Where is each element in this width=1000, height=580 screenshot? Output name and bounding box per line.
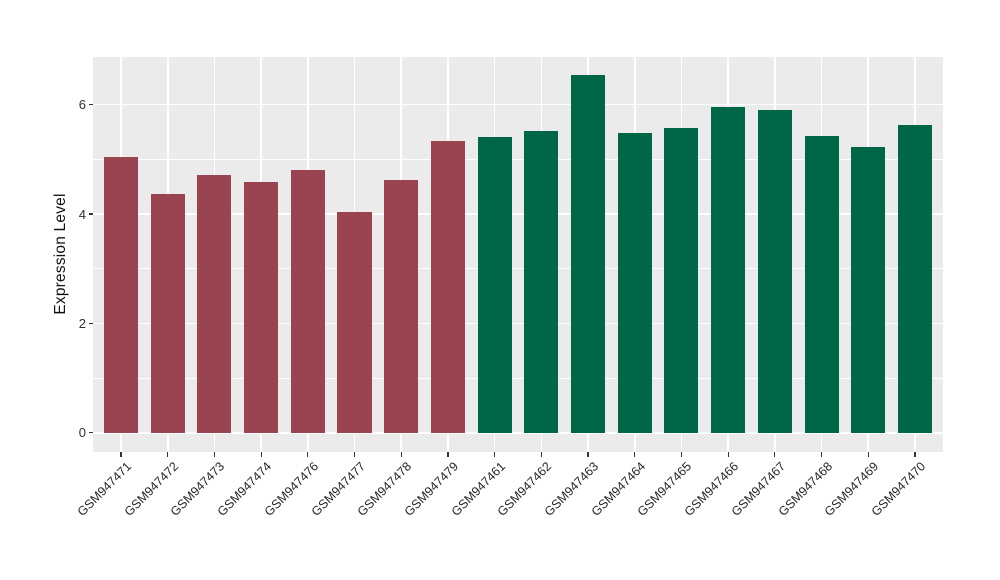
bar <box>244 181 279 433</box>
y-major-gridline <box>93 213 943 215</box>
x-tick-mark <box>774 452 776 457</box>
bar <box>430 140 465 433</box>
bar <box>897 124 932 433</box>
bar <box>617 133 652 433</box>
x-tick-mark <box>587 452 589 457</box>
x-tick-mark <box>820 452 823 457</box>
x-tick-mark <box>260 452 262 457</box>
bar <box>477 136 512 433</box>
y-tick-mark <box>88 103 93 106</box>
y-tick-mark <box>88 213 93 215</box>
bar <box>851 146 886 433</box>
y-tick-label: 2 <box>78 315 86 331</box>
x-tick-mark <box>680 452 683 457</box>
x-tick-mark <box>447 452 449 457</box>
y-minor-gridline <box>93 268 943 270</box>
y-major-gridline <box>93 322 943 325</box>
bar <box>524 130 559 433</box>
bar <box>804 136 839 433</box>
bar <box>571 75 606 433</box>
x-tick-mark <box>540 452 542 457</box>
x-tick-mark <box>634 452 636 457</box>
x-tick-mark <box>167 452 169 457</box>
y-tick-mark <box>88 322 93 325</box>
x-tick-mark <box>494 452 496 457</box>
y-major-gridline <box>93 103 943 106</box>
x-tick-mark <box>727 452 729 457</box>
y-tick-label: 4 <box>78 206 86 222</box>
y-tick-label: 6 <box>78 97 86 113</box>
y-minor-gridline <box>93 377 943 379</box>
plot-panel <box>93 57 943 452</box>
bar <box>711 107 746 433</box>
x-tick-mark <box>213 452 216 457</box>
bar <box>757 110 792 433</box>
bar <box>384 180 419 433</box>
bar <box>290 170 325 433</box>
y-tick-label: 0 <box>78 425 86 441</box>
bar <box>103 156 139 433</box>
x-tick-mark <box>400 452 402 457</box>
x-tick-mark <box>120 452 122 457</box>
x-tick-mark <box>353 452 356 457</box>
bar <box>150 194 185 433</box>
x-tick-mark <box>914 452 916 457</box>
bar <box>197 174 232 433</box>
bar <box>337 211 372 433</box>
x-tick-mark <box>307 452 309 457</box>
y-tick-mark <box>88 432 93 434</box>
y-minor-gridline <box>93 158 943 160</box>
x-tick-mark <box>867 452 869 457</box>
y-major-gridline <box>93 432 943 434</box>
bar <box>664 127 699 433</box>
